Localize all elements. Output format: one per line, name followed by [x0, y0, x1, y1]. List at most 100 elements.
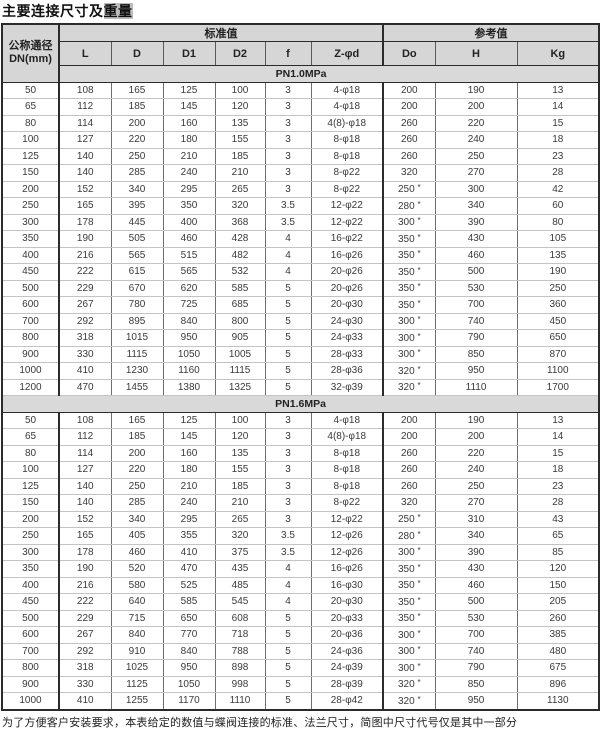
- table-cell: 250: [516, 279, 600, 297]
- table-cell: 410: [58, 362, 112, 380]
- table-cell: 8-φ18: [310, 444, 385, 462]
- asterisk-mark: *: [417, 546, 421, 556]
- table-cell: 5: [264, 296, 312, 314]
- table-cell: 240: [434, 461, 518, 479]
- cell-dn: 80: [1, 114, 60, 132]
- cell-dn: 350: [1, 560, 60, 578]
- asterisk-mark: *: [417, 348, 421, 358]
- cell-dn: 125: [1, 147, 60, 165]
- table-cell: 390: [434, 213, 518, 231]
- table-cell: 320: [214, 527, 266, 545]
- connection-table: 公称通径 DN(mm) 标准值 参考值 L D D1 D2 f Z-φd Do …: [1, 23, 600, 711]
- table-cell: 3: [264, 477, 312, 495]
- group-standard-header: 标准值: [58, 23, 385, 42]
- table-cell: 20-φ33: [310, 609, 385, 627]
- table-row: 350 190 505 460 428 4 16-φ22 350 * 430 105: [1, 230, 600, 248]
- table-cell: 4-φ18: [310, 98, 385, 116]
- table-cell: 800: [214, 312, 266, 330]
- col-header-Do: Do: [382, 41, 436, 66]
- asterisk-mark: *: [417, 628, 421, 638]
- table-cell: 180: [162, 131, 216, 149]
- table-cell: 4: [264, 246, 312, 264]
- table-cell: 260: [382, 131, 436, 149]
- table-cell: 24-φ36: [310, 642, 385, 660]
- table-cell: 5: [264, 312, 312, 330]
- table-cell: 155: [214, 131, 266, 149]
- table-cell: 28-φ36: [310, 362, 385, 380]
- table-cell: 700: [434, 626, 518, 644]
- table-cell: 8-φ22: [310, 164, 385, 182]
- asterisk-mark: *: [417, 183, 421, 193]
- header-columns-row: L D D1 D2 f Z-φd Do H Kg: [2, 41, 600, 66]
- table-cell: 152: [58, 510, 112, 528]
- corner-header-line1: 公称通径: [8, 40, 53, 53]
- table-cell: 330: [58, 345, 112, 363]
- table-cell: 505: [110, 230, 164, 248]
- header-group-row: 公称通径 DN(mm) 标准值 参考值: [2, 23, 600, 83]
- cell-dn: 900: [1, 345, 60, 363]
- table-cell: 120: [214, 428, 266, 446]
- table-cell: 480: [516, 642, 600, 660]
- col-header-H: H: [434, 41, 518, 66]
- table-row: 100 127 220 180 155 3 8-φ18 260 240 18: [1, 461, 600, 479]
- table-row: 80 114 200 160 135 3 8-φ18 260 220 15: [1, 444, 600, 462]
- table-cell: 3: [264, 81, 312, 99]
- table-cell: 150: [516, 576, 600, 594]
- table-row: 500 229 715 650 608 5 20-φ33 350 * 530 260: [1, 609, 600, 627]
- table-cell: 185: [214, 147, 266, 165]
- table-cell: 5: [264, 626, 312, 644]
- table-cell: 460: [162, 230, 216, 248]
- cell-dn: 450: [1, 593, 60, 611]
- table-cell: 650: [516, 329, 600, 347]
- table-cell: 320 *: [382, 675, 436, 693]
- table-cell: 28: [516, 494, 600, 512]
- table-cell: 205: [516, 593, 600, 611]
- table-cell: 65: [516, 527, 600, 545]
- table-cell: 18: [516, 461, 600, 479]
- cell-dn: 65: [1, 428, 60, 446]
- table-cell: 20-φ30: [310, 593, 385, 611]
- asterisk-mark: *: [417, 562, 421, 572]
- table-cell: 675: [516, 659, 600, 677]
- table-cell: 16-φ26: [310, 246, 385, 264]
- cell-dn: 50: [1, 411, 60, 429]
- table-cell: 620: [162, 279, 216, 297]
- table-cell: 1230: [110, 362, 164, 380]
- cell-dn: 250: [1, 197, 60, 215]
- asterisk-mark: *: [417, 678, 421, 688]
- table-cell: 3: [264, 114, 312, 132]
- table-cell: 220: [434, 444, 518, 462]
- asterisk-mark: *: [417, 249, 421, 259]
- table-cell: 320: [382, 494, 436, 512]
- table-cell: 85: [516, 543, 600, 561]
- table-cell: 145: [162, 428, 216, 446]
- table-cell: 155: [214, 461, 266, 479]
- table-cell: 267: [58, 626, 112, 644]
- table-cell: 3: [264, 180, 312, 198]
- table-cell: 300 *: [382, 345, 436, 363]
- table-cell: 385: [516, 626, 600, 644]
- table-cell: 300 *: [382, 626, 436, 644]
- asterisk-mark: *: [417, 661, 421, 671]
- table-cell: 185: [110, 428, 164, 446]
- cell-dn: 65: [1, 98, 60, 116]
- table-row: 200 152 340 295 265 3 12-φ22 250 * 310 43: [1, 510, 600, 528]
- table-cell: 5: [264, 675, 312, 693]
- table-row: 50 108 165 125 100 3 4-φ18 200 190 13: [1, 81, 600, 99]
- table-cell: 100: [214, 411, 266, 429]
- table-row: 400 216 565 515 482 4 16-φ26 350 * 460 135: [1, 246, 600, 264]
- table-cell: 350 *: [382, 560, 436, 578]
- table-cell: 950: [162, 659, 216, 677]
- table-cell: 3: [264, 510, 312, 528]
- table-cell: 500: [434, 263, 518, 281]
- cell-dn: 700: [1, 312, 60, 330]
- table-cell: 5: [264, 279, 312, 297]
- table-cell: 8-φ22: [310, 494, 385, 512]
- section-band-row: PN1.6MPa: [1, 395, 600, 413]
- table-cell: 950: [162, 329, 216, 347]
- asterisk-mark: *: [417, 298, 421, 308]
- table-cell: 340: [110, 510, 164, 528]
- table-cell: 520: [110, 560, 164, 578]
- cell-dn: 800: [1, 659, 60, 677]
- table-cell: 300: [434, 180, 518, 198]
